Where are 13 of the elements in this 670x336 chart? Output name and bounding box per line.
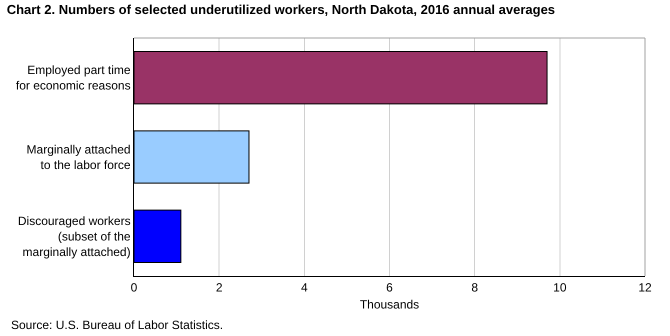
x-tick-label: 4: [300, 280, 308, 294]
chart-title: Chart 2. Numbers of selected underutilized workers, North Dakota, 2016 annual averages: [6, 2, 556, 18]
x-tick-label: 0: [130, 280, 138, 294]
x-tick-label: 2: [216, 280, 223, 294]
source-note: Source: U.S. Bureau of Labor Statistics.: [11, 318, 224, 332]
x-tick-label: 10: [553, 280, 567, 294]
x-axis-title: Thousands: [360, 297, 420, 312]
y-tick-label: Discouraged workers (subset of the marginally attached): [18, 214, 131, 260]
x-tick-label: 8: [471, 280, 478, 294]
x-tick-label: 12: [638, 280, 652, 294]
x-tick-label: 6: [386, 280, 394, 294]
y-tick-label: Marginally attached to the labor force: [26, 142, 131, 172]
y-tick-label: Employed part time for economic reasons: [16, 63, 131, 93]
